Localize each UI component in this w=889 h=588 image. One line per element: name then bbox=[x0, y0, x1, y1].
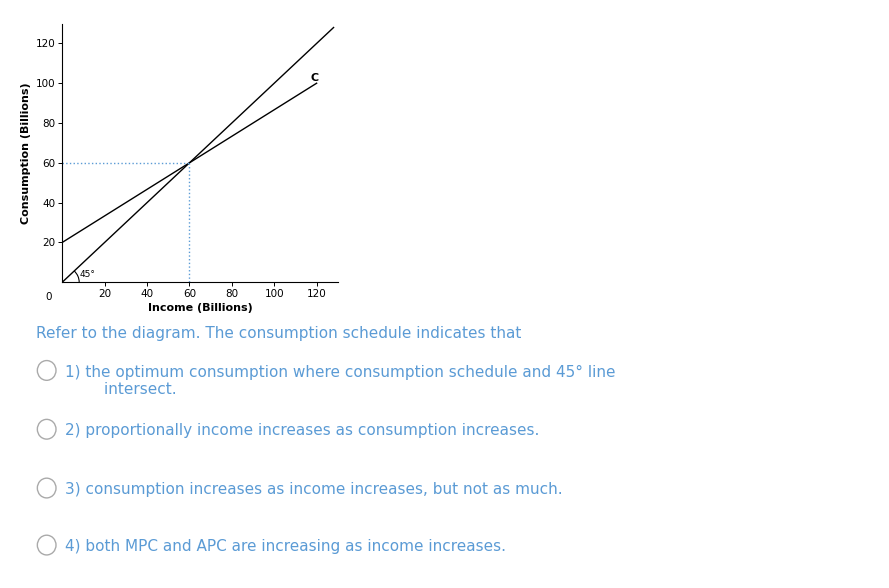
X-axis label: Income (Billions): Income (Billions) bbox=[148, 303, 252, 313]
Text: 0: 0 bbox=[45, 292, 52, 302]
Text: Refer to the diagram. The consumption schedule indicates that: Refer to the diagram. The consumption sc… bbox=[36, 326, 521, 342]
Text: 45°: 45° bbox=[79, 270, 95, 279]
Text: 4) both MPC and APC are increasing as income increases.: 4) both MPC and APC are increasing as in… bbox=[65, 539, 506, 554]
Text: C: C bbox=[310, 74, 318, 83]
Text: 1) the optimum consumption where consumption schedule and 45° line
        inter: 1) the optimum consumption where consump… bbox=[65, 365, 615, 397]
Text: 2) proportionally income increases as consumption increases.: 2) proportionally income increases as co… bbox=[65, 423, 540, 439]
Y-axis label: Consumption (Billions): Consumption (Billions) bbox=[21, 82, 31, 223]
Text: 3) consumption increases as income increases, but not as much.: 3) consumption increases as income incre… bbox=[65, 482, 563, 497]
